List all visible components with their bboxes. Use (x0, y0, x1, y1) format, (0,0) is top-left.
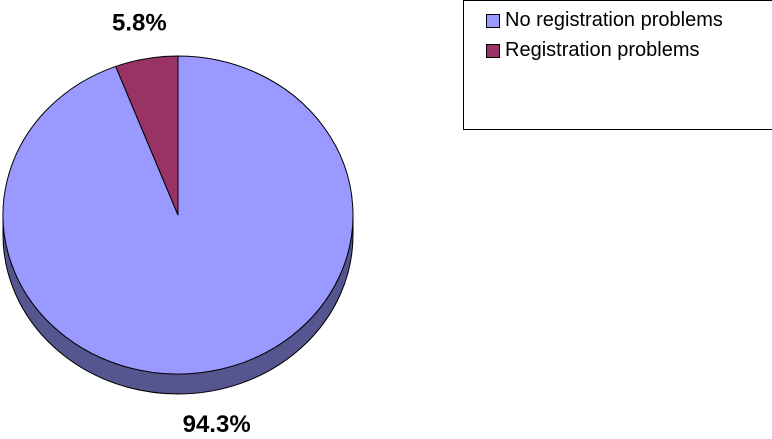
pie-slice (115, 55, 179, 216)
legend-item: No registration problems (486, 5, 772, 35)
legend-label: No registration problems (505, 9, 723, 31)
legend-swatch (486, 44, 500, 58)
legend-item: Registration problems (486, 35, 772, 65)
legend-swatch (486, 14, 500, 28)
legend: No registration problems Registration pro… (463, 0, 772, 130)
data-label: 5.8% (112, 10, 167, 37)
legend-label: Registration problems (505, 39, 700, 61)
data-label: 94.3% (183, 411, 251, 438)
